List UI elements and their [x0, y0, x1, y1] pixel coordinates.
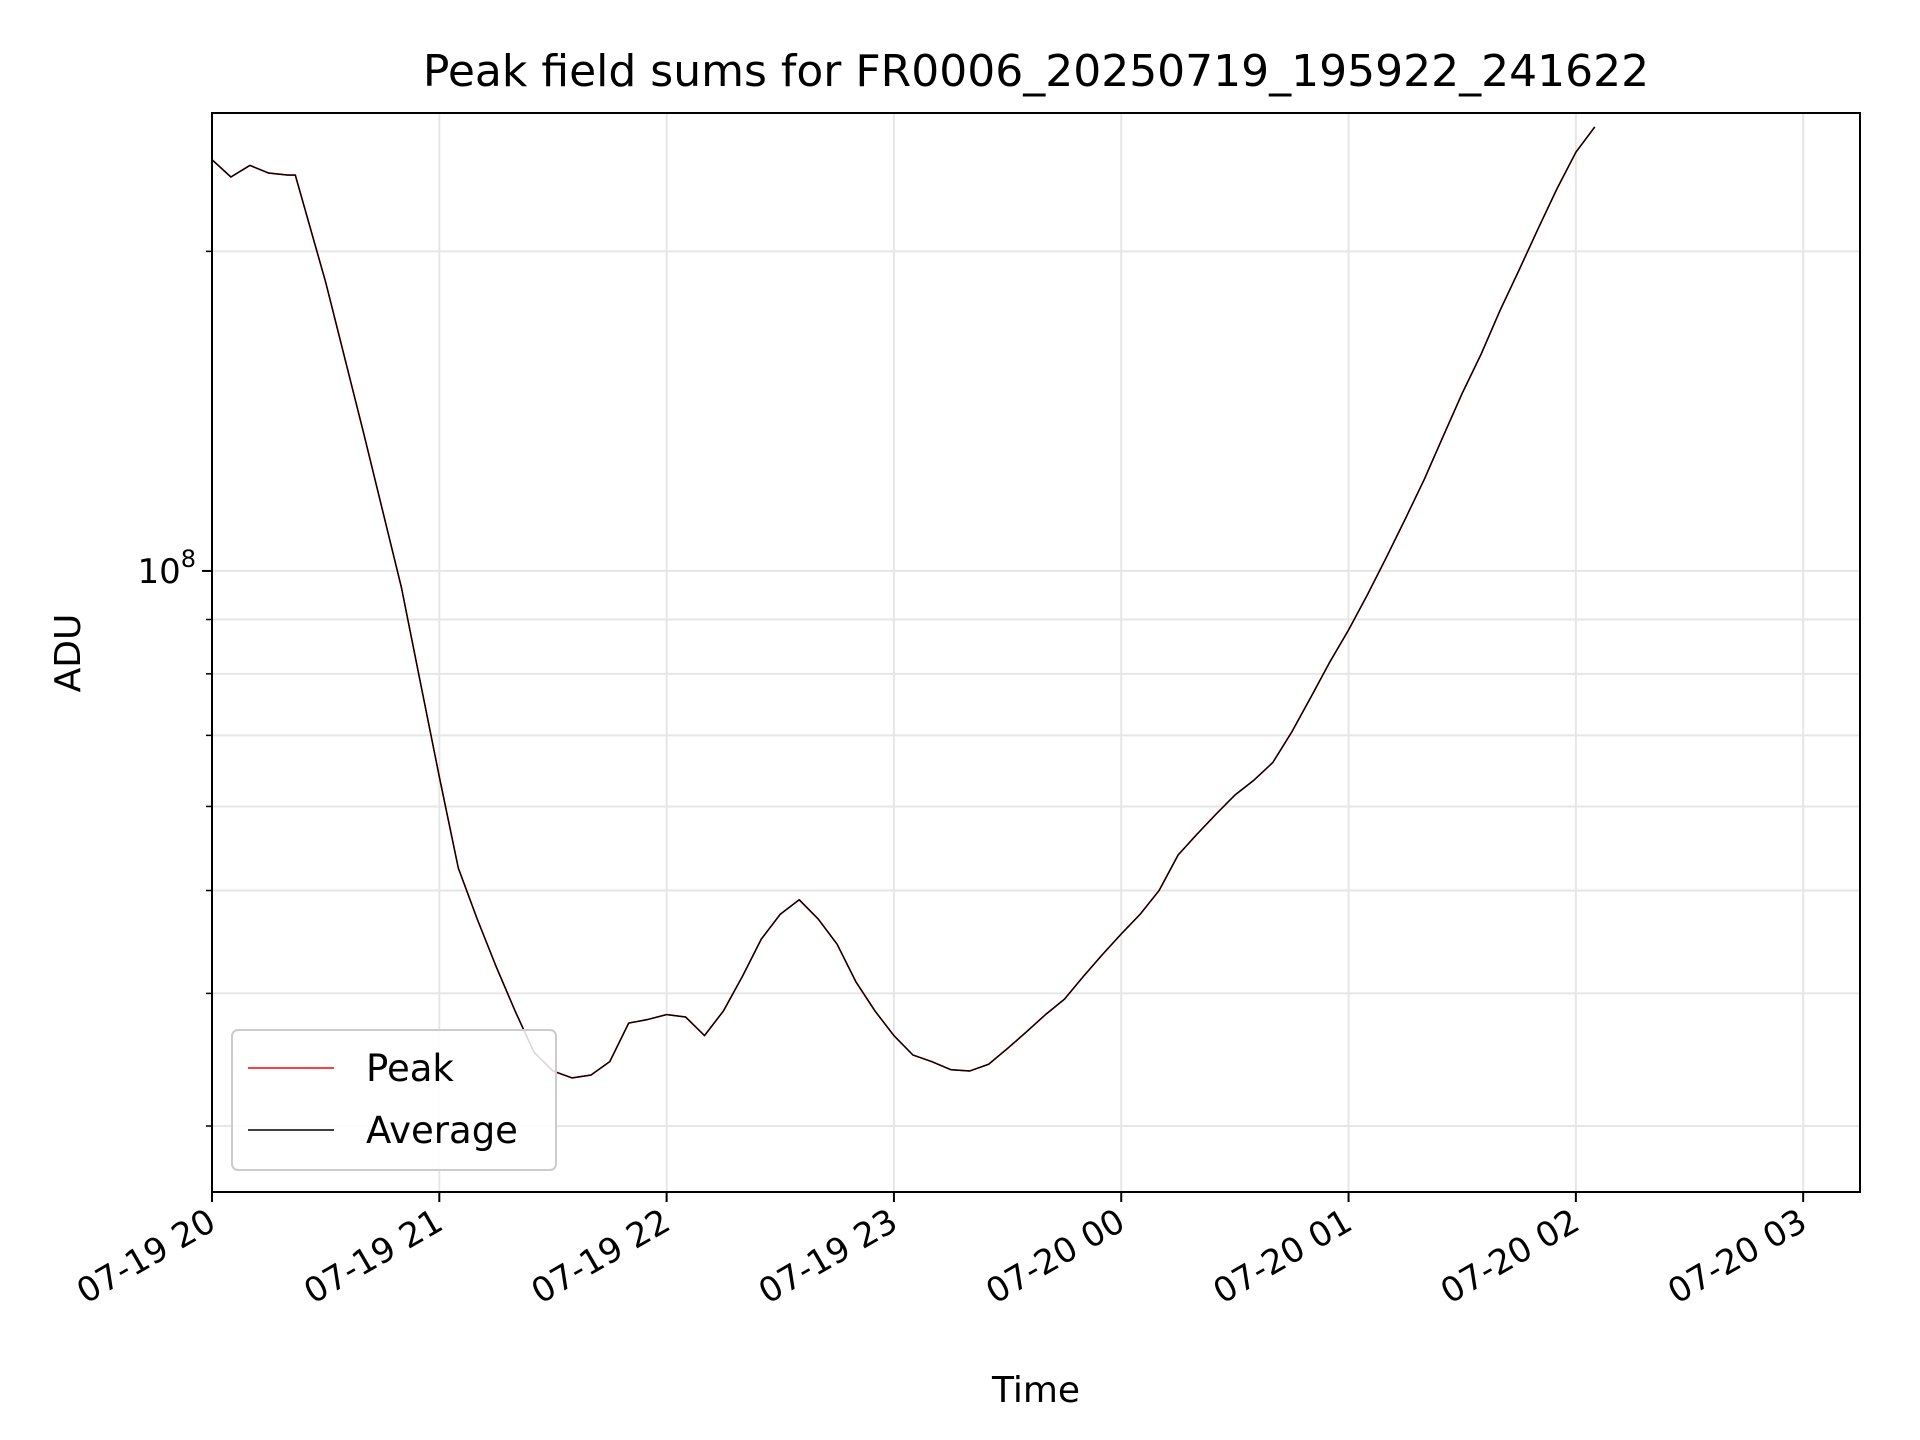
- grid: [211, 113, 1860, 1192]
- y-axis: 108: [137, 250, 212, 1127]
- legend-label-average: Average: [366, 1109, 518, 1152]
- chart-title: Peak field sums for FR0006_20250719_1959…: [423, 46, 1649, 97]
- legend-label-peak: Peak: [366, 1047, 454, 1090]
- series-layer: [211, 126, 1596, 1079]
- x-axis-label: Time: [991, 1370, 1080, 1411]
- y-tick-label: 108: [137, 545, 196, 592]
- plot-frame: [211, 112, 1861, 1193]
- y-axis-label: ADU: [48, 614, 89, 693]
- series-line-average: [211, 126, 1596, 1079]
- legend: Peak Average: [231, 1029, 557, 1171]
- legend-box: [231, 1029, 557, 1171]
